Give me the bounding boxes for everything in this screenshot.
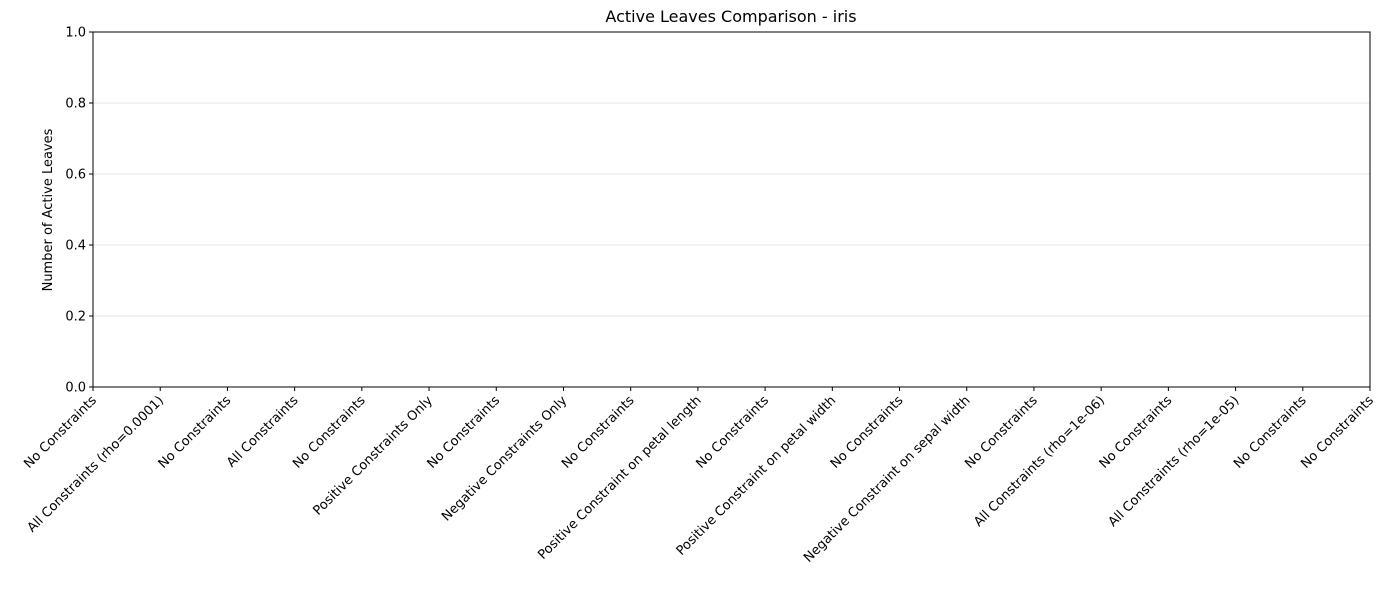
x-tick-label: No Constraints	[1231, 393, 1310, 472]
x-tick-label: All Constraints (rho=1e-06)	[971, 393, 1108, 530]
plot-frame	[92, 31, 1371, 388]
x-tick-label: No Constraints	[290, 393, 369, 472]
x-tick-label: No Constraints	[1097, 393, 1176, 472]
x-tick-label: No Constraints	[828, 393, 907, 472]
x-tick-label: No Constraints	[425, 393, 504, 472]
y-axis-label: Number of Active Leaves	[41, 128, 56, 291]
x-tick-label: No Constraints	[559, 393, 638, 472]
y-tick-label: 0.8	[65, 97, 86, 112]
x-tick-label: Negative Constraints Only	[439, 393, 570, 524]
y-tick-label: 1.0	[65, 26, 86, 41]
x-tick-label: All Constraints (rho=1e-05)	[1106, 393, 1243, 530]
x-tick-label: Positive Constraints Only	[310, 393, 436, 519]
chart-title: Active Leaves Comparison - iris	[605, 7, 856, 26]
y-tick-label: 0.0	[65, 381, 86, 396]
x-tick-label: No Constraints	[1298, 393, 1377, 472]
x-tick-label: All Constraints	[224, 393, 302, 471]
y-tick-label: 0.2	[65, 310, 86, 325]
x-tick-label: No Constraints	[693, 393, 772, 472]
y-tick-label: 0.6	[65, 168, 86, 183]
x-tick-label: No Constraints	[21, 393, 100, 472]
x-tick-label: No Constraints	[156, 393, 235, 472]
x-tick-label: All Constraints (rho=0.0001)	[25, 393, 167, 535]
y-tick-label: 0.4	[65, 239, 86, 254]
x-tick-label: No Constraints	[962, 393, 1041, 472]
